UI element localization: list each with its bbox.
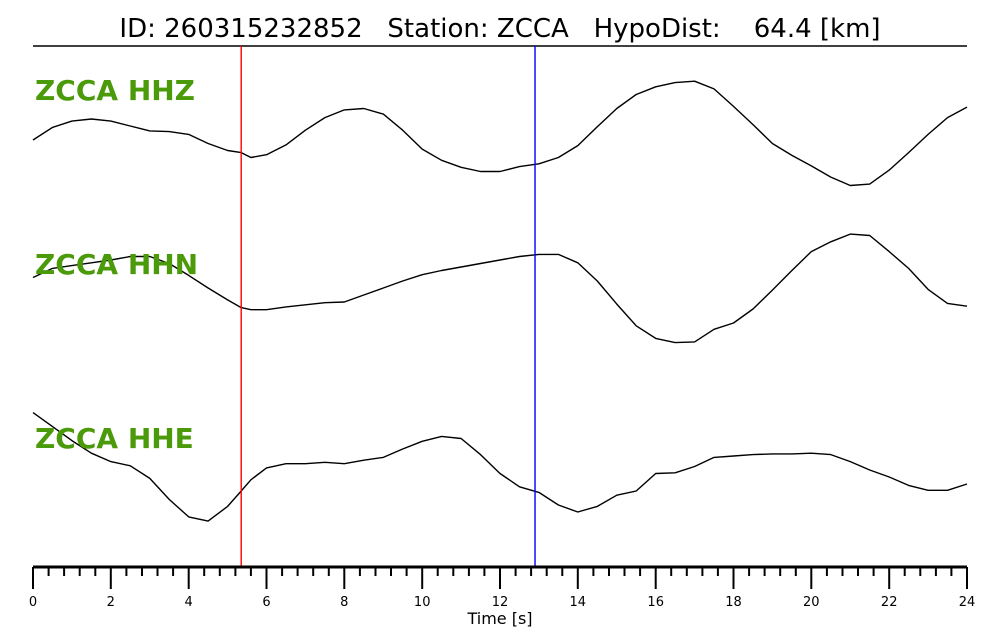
tick-label: 4 [185, 595, 193, 610]
tick-label: 0 [29, 595, 37, 610]
tick-label: 14 [570, 595, 587, 610]
tick-label: 12 [492, 595, 509, 610]
phase-markers-group [240, 46, 536, 567]
trace-line-3 [32, 412, 968, 522]
tick-label: 16 [647, 595, 664, 610]
time-axis-ticks [32, 567, 968, 589]
tick-label: 20 [803, 595, 820, 610]
trace-line-1 [32, 80, 968, 187]
trace-label-3: ZCCA HHE [35, 422, 194, 455]
trace-label-1: ZCCA HHZ [35, 74, 195, 107]
tick-label: 2 [107, 595, 115, 610]
tick-label: 6 [262, 595, 270, 610]
tick-label: 24 [959, 595, 976, 610]
tick-label: 18 [725, 595, 742, 610]
tick-label: 8 [340, 595, 348, 610]
trace-label-2: ZCCA HHN [35, 248, 198, 281]
trace-labels-group: ZCCA HHZ ZCCA HHN ZCCA HHE [35, 74, 198, 455]
x-axis-label: Time [s] [466, 609, 532, 628]
tick-label: 22 [881, 595, 898, 610]
trace-line-2 [32, 233, 968, 344]
time-axis-tick-labels: 0 2 4 6 8 10 12 14 16 18 20 22 24 [29, 595, 975, 610]
tick-label: 10 [414, 595, 431, 610]
chart-title: ID: 260315232852 Station: ZCCA HypoDist:… [119, 14, 880, 44]
traces-group [32, 80, 968, 522]
